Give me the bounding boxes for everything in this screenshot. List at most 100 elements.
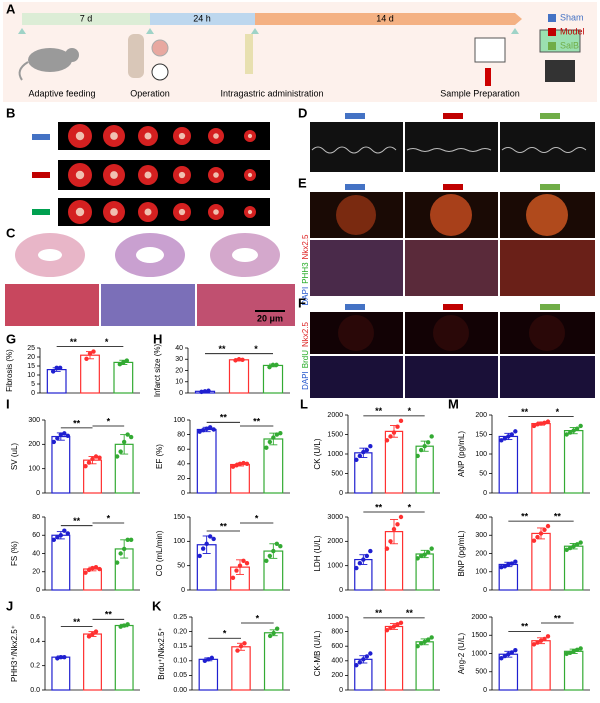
sig-label: ** xyxy=(554,613,562,623)
stain-label: DAPI BrdU Nkx2.5 xyxy=(301,322,310,390)
data-point xyxy=(502,436,508,441)
y-tick-label: 3000 xyxy=(327,514,343,521)
panel-label: F xyxy=(298,295,306,310)
data-point xyxy=(211,536,216,542)
data-point xyxy=(564,432,569,437)
data-point xyxy=(93,454,99,459)
stain: Nkx2.5 xyxy=(301,322,310,347)
slice-lumen xyxy=(213,133,219,139)
legend-label: Sham xyxy=(560,12,584,22)
data-point xyxy=(502,653,508,659)
data-point xyxy=(509,650,515,655)
data-point xyxy=(391,430,397,435)
y-tick-label: 80 xyxy=(32,514,40,521)
data-point xyxy=(125,622,130,627)
y-axis-label: CK-MB (U/L) xyxy=(313,630,322,676)
y-tick-label: 1500 xyxy=(471,632,487,639)
bar xyxy=(80,354,100,394)
data-point xyxy=(364,654,370,659)
data-point xyxy=(384,627,390,633)
sig-label: * xyxy=(255,513,259,523)
data-point xyxy=(114,560,120,565)
bar xyxy=(531,640,551,691)
data-point xyxy=(51,537,57,543)
data-point xyxy=(55,534,60,540)
sig-label: ** xyxy=(375,406,383,416)
data-point xyxy=(274,362,279,368)
heart-section xyxy=(232,248,258,262)
data-point xyxy=(567,650,573,655)
data-point xyxy=(267,364,272,370)
data-point xyxy=(90,565,95,571)
data-point xyxy=(513,559,518,564)
y-tick-label: 5 xyxy=(31,381,35,388)
y-tick-label: 0.15 xyxy=(173,643,187,650)
y-tick-label: 500 xyxy=(475,669,487,676)
y-axis-label: Infarct size (%) xyxy=(153,343,162,397)
data-point xyxy=(564,651,569,657)
data-point xyxy=(542,420,547,425)
data-point xyxy=(395,622,400,627)
bar xyxy=(228,359,250,394)
data-point xyxy=(128,434,134,440)
y-tick-label: 20 xyxy=(175,367,183,374)
panel-label: H xyxy=(153,331,162,346)
data-point xyxy=(571,428,576,433)
heart-section xyxy=(38,249,62,261)
data-point xyxy=(361,449,366,455)
data-point xyxy=(118,624,123,629)
data-point xyxy=(415,453,420,459)
data-point xyxy=(267,439,273,445)
y-tick-label: 0 xyxy=(31,390,35,397)
data-point xyxy=(230,464,236,469)
panel-label: D xyxy=(298,105,307,120)
bar xyxy=(51,534,71,591)
data-point xyxy=(128,537,134,543)
data-point xyxy=(574,426,580,431)
y-tick-label: 0.2 xyxy=(30,663,40,670)
legend-swatch xyxy=(548,28,556,36)
data-point xyxy=(425,550,431,555)
y-tick-label: 50 xyxy=(177,563,185,570)
y-tick-label: 150 xyxy=(173,514,185,521)
stain: DAPI xyxy=(301,371,310,390)
bar xyxy=(263,632,284,691)
data-point xyxy=(354,457,359,463)
legend-swatch xyxy=(548,14,556,22)
y-tick-label: 0 xyxy=(181,490,185,497)
data-point xyxy=(93,564,99,570)
slice-lumen xyxy=(247,172,253,178)
y-tick-label: 300 xyxy=(28,417,40,424)
data-point xyxy=(237,461,243,466)
y-tick-label: 15 xyxy=(27,363,35,370)
data-point xyxy=(200,546,206,551)
y-tick-label: 0 xyxy=(339,490,343,497)
sample-icon xyxy=(485,68,491,86)
data-point xyxy=(236,357,242,362)
data-point xyxy=(531,423,537,429)
data-point xyxy=(398,514,404,520)
slice-lumen xyxy=(75,207,85,217)
data-point xyxy=(422,639,427,645)
data-point xyxy=(499,438,504,443)
y-axis-label: Ang-2 (U/L) xyxy=(457,632,466,674)
data-point xyxy=(418,641,424,646)
data-point xyxy=(209,655,215,661)
panel-label: J xyxy=(6,598,13,613)
y-axis-label: FS (%) xyxy=(10,541,19,566)
data-point xyxy=(55,656,60,661)
slice-lumen xyxy=(110,208,118,216)
data-point xyxy=(368,651,373,656)
data-point xyxy=(542,636,547,642)
y-tick-label: 40 xyxy=(175,345,183,352)
y-axis-label: Fibrosis (%) xyxy=(5,349,14,392)
data-point xyxy=(271,435,276,440)
data-point xyxy=(502,564,508,569)
data-point xyxy=(354,565,359,571)
sig-label: * xyxy=(408,406,412,416)
data-point xyxy=(58,654,64,660)
bar xyxy=(415,641,434,691)
data-point xyxy=(121,439,127,445)
data-point xyxy=(357,660,363,665)
data-point xyxy=(83,570,88,575)
